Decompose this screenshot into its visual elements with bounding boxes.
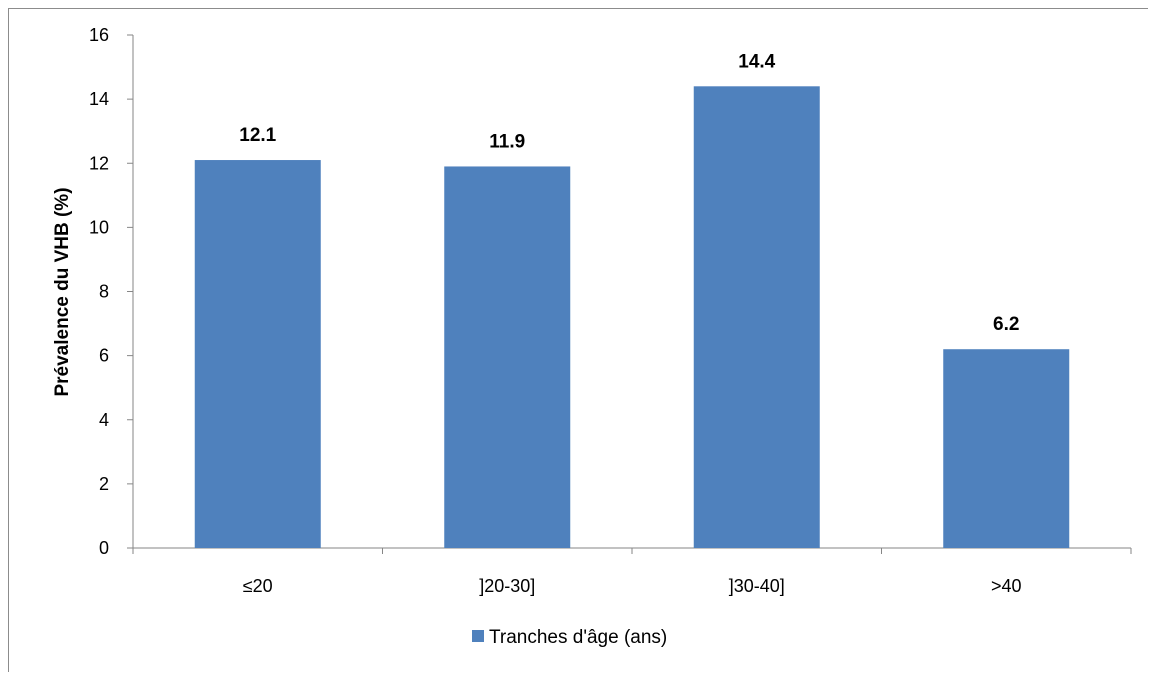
y-tick-label: 12 <box>89 153 109 173</box>
bar <box>943 349 1070 548</box>
legend: Tranches d'âge (ans) <box>472 627 667 648</box>
x-tick-label: ]30-40] <box>729 576 785 596</box>
legend-swatch <box>472 630 484 642</box>
data-label: 11.9 <box>489 131 525 152</box>
y-tick-label: 10 <box>89 217 109 237</box>
data-label: 12.1 <box>239 125 276 146</box>
y-tick-label: 14 <box>89 89 109 109</box>
y-axis-title: Prévalence du VHB (%) <box>52 187 73 396</box>
bar <box>444 166 571 549</box>
x-axis: ≤20 ]20-30] ]30-40] >40 <box>132 547 1132 596</box>
y-tick-label: 6 <box>99 346 109 366</box>
x-tick-label: ≤20 <box>243 576 273 596</box>
bar <box>693 86 820 549</box>
data-labels: 12.1 11.9 14.4 6.2 <box>239 51 1019 335</box>
bars <box>194 86 1070 549</box>
y-tick-label: 2 <box>99 474 109 494</box>
bar <box>194 160 321 548</box>
x-tick-label: >40 <box>991 576 1022 596</box>
y-tick-label: 8 <box>99 282 109 302</box>
x-tick-label: ]20-30] <box>479 576 535 596</box>
data-label: 6.2 <box>993 314 1019 335</box>
y-axis: 0 2 4 6 8 10 12 14 16 <box>89 25 134 558</box>
legend-label: Tranches d'âge (ans) <box>489 627 667 648</box>
chart-frame <box>8 8 1148 672</box>
y-tick-label: 16 <box>89 25 109 45</box>
data-label: 14.4 <box>738 51 775 72</box>
y-tick-label: 4 <box>99 410 109 430</box>
y-tick-label: 0 <box>99 538 109 558</box>
